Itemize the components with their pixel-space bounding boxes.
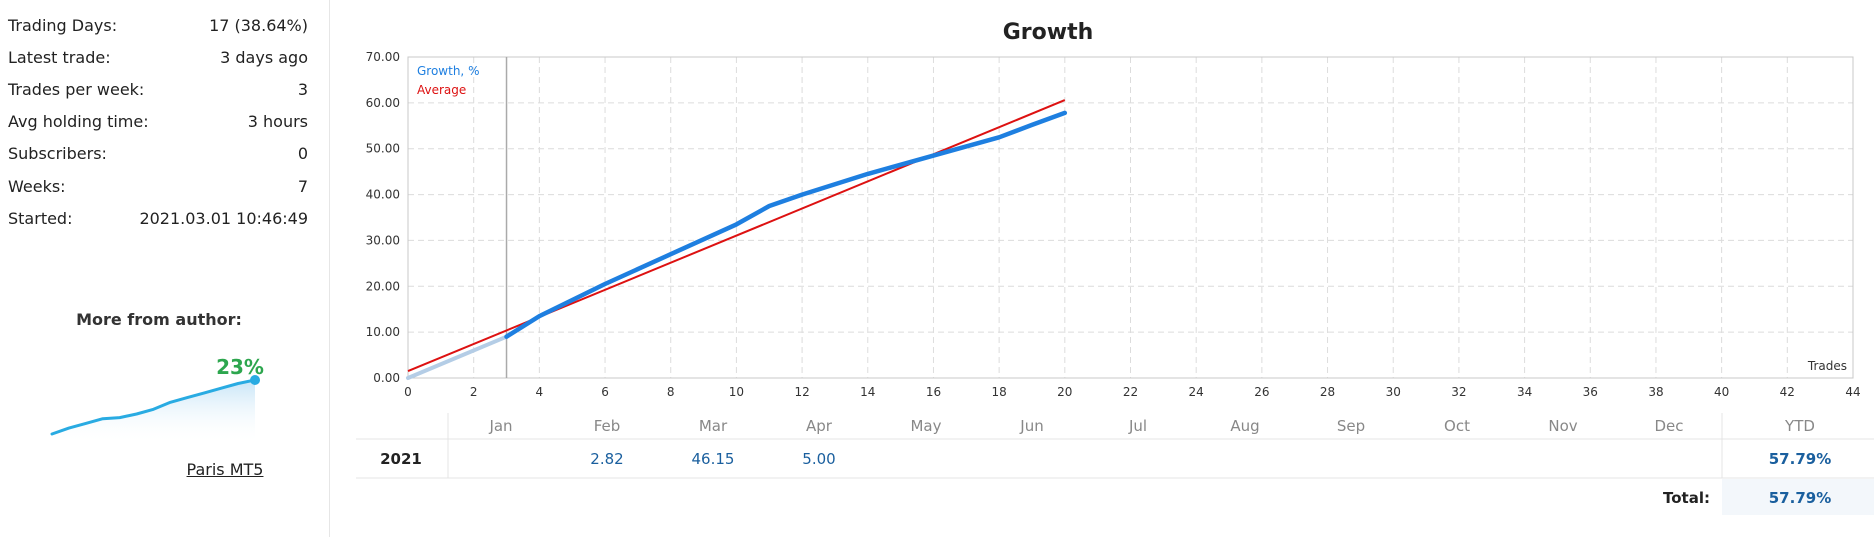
y-tick-label: 10.00 (366, 325, 400, 339)
stat-label: Latest trade: (8, 47, 111, 67)
stat-row: Started: 2021.03.01 10:46:49 (8, 206, 308, 230)
x-tick-label: 28 (1320, 385, 1335, 399)
stat-value: 3 hours (247, 112, 308, 132)
x-tick-label: 22 (1123, 385, 1138, 399)
x-tick-label: 12 (794, 385, 809, 399)
stat-value: 3 (297, 79, 308, 99)
x-tick-label: 10 (729, 385, 744, 399)
month-header: Jun (1020, 417, 1044, 435)
stat-row: Trading Days: 17 (38.64%) (8, 13, 308, 37)
stat-row: Trades per week: 3 (8, 77, 308, 101)
x-tick-label: 0 (404, 385, 412, 399)
year-label: 2021 (380, 450, 422, 468)
stat-value: 3 days ago (220, 47, 308, 67)
month-value: 2.82 (590, 450, 624, 468)
month-header: Sep (1336, 417, 1366, 435)
x-tick-label: 24 (1189, 385, 1204, 399)
sparkline-area (52, 380, 255, 444)
x-tick-label: 18 (991, 385, 1006, 399)
month-header: Jan (489, 417, 513, 435)
month-value: 5.00 (802, 450, 836, 468)
x-tick-label: 38 (1648, 385, 1663, 399)
month-header: Apr (806, 417, 832, 435)
x-tick-label: 6 (601, 385, 609, 399)
x-tick-label: 26 (1254, 385, 1269, 399)
month-header: Mar (698, 417, 728, 435)
stat-value: 2021.03.01 10:46:49 (139, 208, 308, 228)
month-header: Nov (1548, 417, 1578, 435)
x-tick-label: 42 (1780, 385, 1795, 399)
x-tick-label: 36 (1583, 385, 1598, 399)
stat-label: Weeks: (8, 176, 66, 196)
month-value: 46.15 (691, 450, 735, 468)
x-tick-label: 14 (860, 385, 875, 399)
month-header: Oct (1444, 417, 1470, 435)
x-tick-label: 8 (667, 385, 675, 399)
stat-label: Trading Days: (8, 15, 118, 35)
x-tick-label: 34 (1517, 385, 1532, 399)
plot-frame (407, 56, 1854, 379)
month-header: Jul (1128, 417, 1148, 435)
y-tick-label: 50.00 (366, 142, 400, 156)
month-header: Feb (593, 417, 621, 435)
ytd-value: 57.79% (1768, 450, 1832, 468)
x-tick-label: 40 (1714, 385, 1729, 399)
total-cell-bg (1722, 479, 1874, 515)
y-tick-label: 30.00 (366, 233, 400, 247)
stat-label: Subscribers: (8, 144, 107, 164)
stat-value: 0 (297, 144, 308, 164)
x-tick-label: 2 (470, 385, 478, 399)
legend-growth: Growth, % (417, 64, 479, 78)
chart-title: Growth (1002, 20, 1094, 45)
stat-row: Weeks: 7 (8, 174, 308, 198)
author-signal-link[interactable]: Paris MT5 (186, 460, 264, 479)
author-sparkline[interactable] (44, 372, 274, 452)
stat-value: 7 (297, 176, 308, 196)
growth-series-line (504, 110, 1068, 339)
growth-series-line-pre (406, 334, 509, 380)
x-axis-label: Trades (1807, 359, 1847, 373)
month-header: Dec (1654, 417, 1684, 435)
x-tick-label: 30 (1386, 385, 1401, 399)
y-tick-label: 0.00 (373, 371, 400, 385)
y-tick-label: 60.00 (366, 96, 400, 110)
month-header: May (910, 417, 942, 435)
x-tick-label: 44 (1845, 385, 1860, 399)
total-label: Total: (1663, 489, 1710, 507)
y-tick-label: 40.00 (366, 188, 400, 202)
signal-info-panel: Trading Days: 17 (38.64%) Latest trade: 3 d… (0, 0, 330, 537)
stat-label: Started: (8, 208, 73, 228)
x-tick-label: 32 (1451, 385, 1466, 399)
stat-row: Latest trade: 3 days ago (8, 45, 308, 69)
stat-value: 17 (38.64%) (209, 15, 308, 35)
ytd-header: YTD (1785, 417, 1815, 435)
x-tick-label: 20 (1057, 385, 1072, 399)
y-tick-label: 20.00 (366, 279, 400, 293)
legend-average: Average (417, 83, 466, 97)
more-from-author-title: More from author: (76, 310, 242, 329)
sparkline-line (50, 378, 257, 436)
sparkline-end-point (250, 375, 260, 385)
author-signal-growth: 23% (216, 355, 264, 379)
x-tick-label: 16 (926, 385, 941, 399)
stat-label: Avg holding time: (8, 112, 149, 132)
y-tick-label: 70.00 (366, 50, 400, 64)
total-value: 57.79% (1768, 489, 1832, 507)
stat-row: Avg holding time: 3 hours (8, 110, 308, 134)
average-series-line (407, 99, 1066, 373)
x-tick-label: 4 (536, 385, 544, 399)
stat-label: Trades per week: (8, 79, 145, 99)
stat-row: Subscribers: 0 (8, 142, 308, 166)
month-header: Aug (1230, 417, 1260, 435)
